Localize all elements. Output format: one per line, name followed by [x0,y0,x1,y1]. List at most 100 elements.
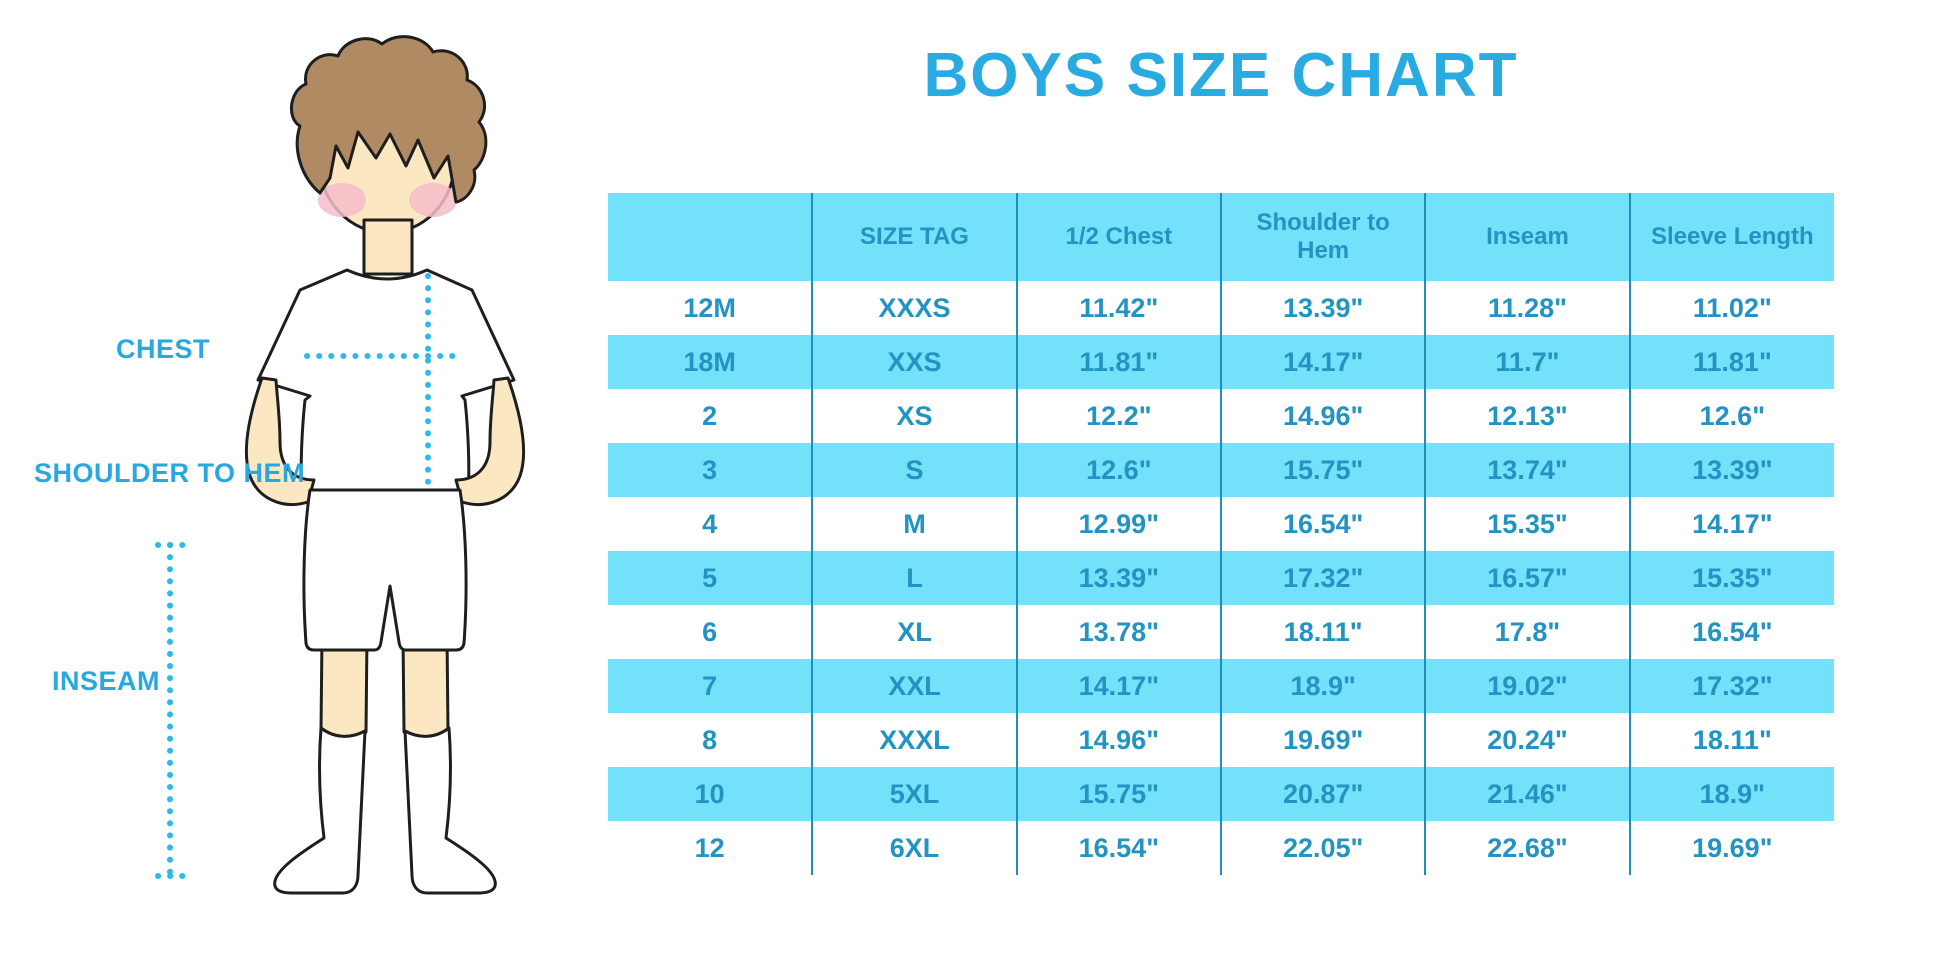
size-cell: 6 [702,616,718,647]
inseam-cell: 15.35" [1424,497,1630,551]
table-row: 18M XXS 11.81" 14.17" 11.7" 11.81" [608,335,1834,389]
table-row: 12 6XL 16.54" 22.05" 22.68" 19.69" [608,821,1834,875]
inseam-cell: 22.68" [1424,821,1630,875]
half-chest-cell: 15.75" [1015,767,1221,821]
table-row: 4 M 12.99" 16.54" 15.35" 14.17" [608,497,1834,551]
inseam-cell: 13.74" [1424,443,1630,497]
half-chest-cell: 13.78" [1015,605,1221,659]
table-row: 2 XS 12.2" 14.96" 12.13" 12.6" [608,389,1834,443]
size-cell: 4 [702,508,718,539]
table-row: 3 S 12.6" 15.75" 13.74" 13.39" [608,443,1834,497]
inseam-label: INSEAM [52,666,161,696]
table-row: 12M XXXS 11.42" 13.39" 11.28" 11.02" [608,281,1834,335]
size-table: SIZE TAG 1/2 Chest Shoulder to Hem Insea… [608,193,1834,875]
sleeve-length-cell: 16.54" [1628,605,1834,659]
shoulder-to-hem-cell: 13.39" [1219,281,1426,335]
boy-neck [362,218,414,276]
shoulder-to-hem-cell: 17.32" [1219,551,1426,605]
inseam-cell: 17.8" [1424,605,1630,659]
sleeve-length-cell: 11.02" [1628,281,1834,335]
shoulder-to-hem-cell: 18.11" [1219,605,1426,659]
half-chest-cell: 14.96" [1015,713,1221,767]
size-tag-cell: S [811,443,1017,497]
inseam-cell: 11.28" [1424,281,1630,335]
half-chest-cell: 12.6" [1015,443,1221,497]
half-chest-cell: 13.39" [1015,551,1221,605]
size-cell: 10 [608,767,813,821]
shoulder-to-hem-cell: 22.05" [1219,821,1426,875]
half-chest-cell: 16.54" [1015,821,1221,875]
shoulder-to-hem-cell: 18.9" [1219,659,1426,713]
page-title: BOYS SIZE CHART [923,41,1519,110]
boy-blush-right [409,183,457,217]
col-header-size-tag: SIZE TAG [811,193,1017,281]
half-chest-cell: 11.81" [1015,335,1221,389]
size-cell: 5 [608,551,813,605]
sleeve-length-cell: 17.32" [1628,659,1834,713]
size-tag-cell: XXS [811,335,1017,389]
sleeve-length-cell: 15.35" [1628,551,1834,605]
size-tag-cell: XXXL [811,713,1017,767]
table-row: 5 L 13.39" 17.32" 16.57" 15.35" [608,551,1834,605]
shoulder-to-hem-cell: 16.54" [1219,497,1426,551]
inseam-cell: 16.57" [1424,551,1630,605]
boy-sock-left [273,726,367,895]
half-chest-cell: 14.17" [1015,659,1221,713]
col-header-half-chest: 1/2 Chest [1015,193,1221,281]
size-tag-cell: XXL [811,659,1017,713]
sleeve-length-cell: 13.39" [1628,443,1834,497]
boy-hair [290,35,488,204]
half-chest-cell: 12.2" [1015,389,1221,443]
shoulder-to-hem-cell: 20.87" [1219,767,1426,821]
size-tag-cell: XL [811,605,1017,659]
shoulder-to-hem-cell: 14.96" [1219,389,1426,443]
half-chest-cell: 11.42" [1015,281,1221,335]
size-table-container: SIZE TAG 1/2 Chest Shoulder to Hem Insea… [608,193,1834,875]
shoulder-to-hem-cell: 15.75" [1219,443,1426,497]
boy-blush-left [318,183,366,217]
size-tag-cell: 6XL [811,821,1017,875]
size-cell: 3 [608,443,813,497]
inseam-cell: 11.7" [1424,335,1630,389]
table-header-row: SIZE TAG 1/2 Chest Shoulder to Hem Insea… [608,193,1834,281]
size-cell: 8 [702,724,718,755]
size-cell: 18M [608,335,813,389]
boy-sock-right [403,726,497,895]
sleeve-length-cell: 19.69" [1628,821,1834,875]
size-tag-cell: XS [811,389,1017,443]
inseam-dotted-line [155,542,195,879]
inseam-cell: 21.46" [1424,767,1630,821]
size-tag-cell: 5XL [811,767,1017,821]
table-row: 6 XL 13.78" 18.11" 17.8" 16.54" [608,605,1834,659]
inseam-cell: 20.24" [1424,713,1630,767]
size-tag-cell: M [811,497,1017,551]
size-cell: 2 [702,400,718,431]
sleeve-length-cell: 18.11" [1628,713,1834,767]
table-row: 7 XXL 14.17" 18.9" 19.02" 17.32" [608,659,1834,713]
boy-shorts [302,488,468,652]
sleeve-length-cell: 14.17" [1628,497,1834,551]
col-header-inseam: Inseam [1424,193,1630,281]
sleeve-length-cell: 11.81" [1628,335,1834,389]
sleeve-length-cell: 12.6" [1628,389,1834,443]
shoulder-to-hem-cell: 14.17" [1219,335,1426,389]
col-header-size [608,193,813,281]
size-tag-cell: L [811,551,1017,605]
size-tag-cell: XXXS [811,281,1017,335]
half-chest-cell: 12.99" [1015,497,1221,551]
size-cell: 12 [694,832,725,863]
inseam-cell: 12.13" [1424,389,1630,443]
shoulder-to-hem-label: SHOULDER TO HEM [34,458,306,488]
size-cell: 7 [608,659,813,713]
col-header-sleeve-length: Sleeve Length [1628,193,1834,281]
table-row: 8 XXXL 14.96" 19.69" 20.24" 18.11" [608,713,1834,767]
size-cell: 12M [683,292,736,323]
boy-illustration [155,35,526,895]
col-header-shoulder-to-hem: Shoulder to Hem [1219,193,1426,281]
chest-label: CHEST [116,334,211,364]
shoulder-to-hem-cell: 19.69" [1219,713,1426,767]
inseam-cell: 19.02" [1424,659,1630,713]
table-row: 10 5XL 15.75" 20.87" 21.46" 18.9" [608,767,1834,821]
sleeve-length-cell: 18.9" [1628,767,1834,821]
